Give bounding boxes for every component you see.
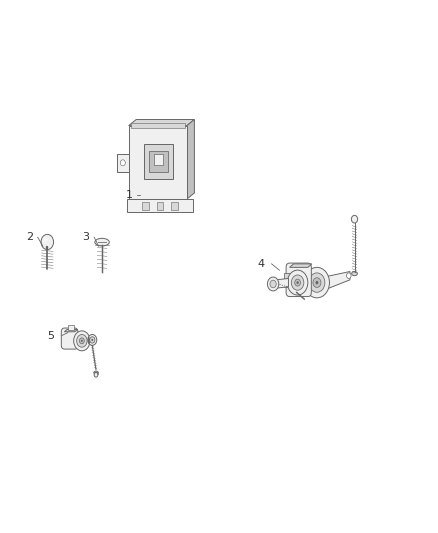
Bar — [127, 199, 193, 212]
Bar — [94, 372, 98, 374]
Ellipse shape — [352, 271, 357, 276]
FancyBboxPatch shape — [286, 263, 311, 296]
Circle shape — [120, 160, 125, 166]
FancyBboxPatch shape — [61, 328, 78, 349]
Circle shape — [309, 273, 325, 292]
Bar — [68, 325, 74, 329]
Circle shape — [81, 340, 83, 342]
Circle shape — [313, 278, 321, 287]
Bar — [142, 202, 148, 209]
Polygon shape — [187, 119, 194, 199]
Text: 2: 2 — [26, 232, 33, 242]
Polygon shape — [276, 278, 289, 288]
Bar — [117, 154, 129, 172]
Polygon shape — [290, 264, 312, 268]
Text: 4: 4 — [257, 259, 264, 269]
Circle shape — [88, 335, 97, 345]
Circle shape — [291, 275, 304, 290]
Circle shape — [41, 235, 53, 249]
Bar — [284, 273, 290, 287]
Ellipse shape — [94, 371, 98, 374]
Circle shape — [77, 335, 87, 347]
Text: 5: 5 — [47, 331, 54, 341]
Circle shape — [90, 337, 95, 343]
Circle shape — [74, 331, 90, 351]
Circle shape — [304, 268, 329, 298]
Bar — [131, 123, 185, 128]
Ellipse shape — [95, 238, 110, 246]
Text: 3: 3 — [82, 232, 89, 242]
Polygon shape — [129, 119, 194, 126]
Bar — [149, 151, 168, 172]
Polygon shape — [88, 337, 89, 344]
Circle shape — [346, 273, 351, 278]
Circle shape — [297, 281, 299, 284]
Circle shape — [94, 373, 98, 377]
Bar — [156, 202, 163, 209]
Circle shape — [351, 215, 358, 223]
Bar — [144, 144, 173, 179]
Circle shape — [315, 281, 318, 284]
Bar — [154, 155, 163, 165]
Text: 1: 1 — [126, 190, 133, 199]
Polygon shape — [64, 329, 78, 332]
Circle shape — [287, 270, 308, 295]
Circle shape — [295, 279, 300, 286]
Circle shape — [270, 280, 276, 288]
Circle shape — [79, 338, 84, 344]
Circle shape — [267, 277, 279, 291]
Bar — [129, 126, 187, 199]
Polygon shape — [327, 271, 350, 289]
Circle shape — [43, 237, 48, 243]
Circle shape — [92, 339, 93, 341]
Bar — [171, 202, 178, 209]
